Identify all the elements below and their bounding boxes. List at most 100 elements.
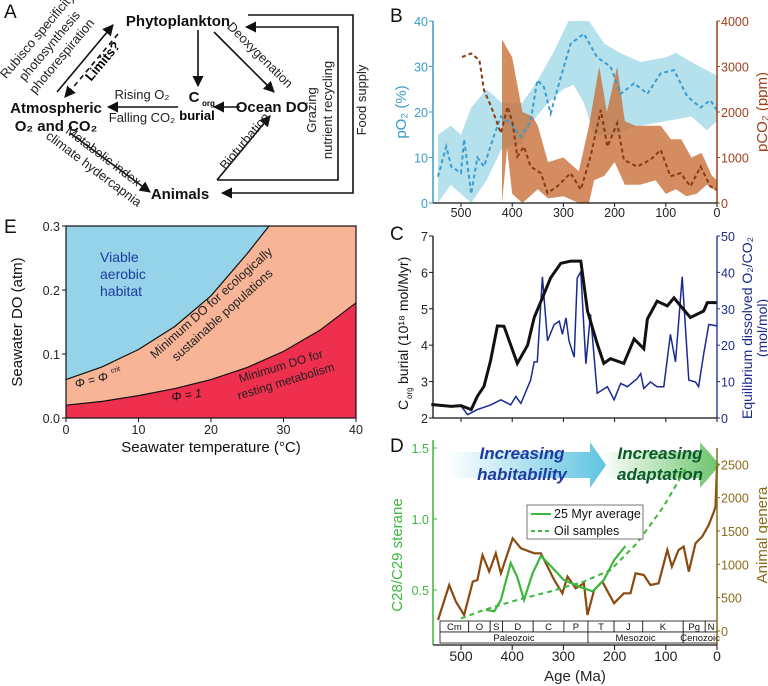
era-label: Cenozoic <box>680 633 720 644</box>
o2-co2-ratio-line <box>460 269 718 416</box>
b-right-tick-label: 3000 <box>721 61 749 75</box>
arrow-phyto-to-ocean <box>213 31 275 93</box>
d-right-tick-label: 2000 <box>721 492 749 506</box>
svg-text:burial (10¹⁸ mol/Myr): burial (10¹⁸ mol/Myr) <box>395 257 411 384</box>
legend-box <box>526 504 644 540</box>
d-right-tick-label: 0 <box>721 625 728 639</box>
arrow-animals-to-ocean <box>216 115 271 181</box>
d-right-tick-label: 2500 <box>721 458 749 472</box>
arrow-grazing-loop <box>217 21 339 181</box>
pco2-line <box>461 52 718 195</box>
d-x-tick-label: 400 <box>501 648 525 664</box>
panel-label-e: E <box>4 217 17 238</box>
arrow-atm-to-animals <box>69 132 151 193</box>
panel-label-b: B <box>390 6 403 27</box>
curve-phi-1 <box>65 302 357 406</box>
d-right-tick-label: 1000 <box>721 558 749 572</box>
node-corg: C <box>189 89 200 106</box>
panel-label-a: A <box>4 2 17 23</box>
d-right-axis-title: Animal genera <box>754 486 768 583</box>
e-y-tick-label: 0.1 <box>43 348 60 362</box>
period-label: Pg <box>688 622 700 633</box>
period-label: T <box>598 622 604 633</box>
b-x-tick-label: 200 <box>604 206 625 220</box>
c-right-tick-label: 10 <box>721 376 735 390</box>
adaptation-arrow <box>606 442 720 488</box>
c-left-tick-label: 5 <box>421 303 428 317</box>
food-supply-label: Food supply <box>354 64 369 135</box>
d-right-tick-label: 500 <box>721 592 742 606</box>
d-x-tick-label: 200 <box>603 648 627 664</box>
panel-label-c: C <box>390 224 404 245</box>
node-corg-subscript: org <box>202 99 215 108</box>
e-x-axis-title: Seawater temperature (°C) <box>121 439 300 456</box>
limits-label: Limits? <box>82 39 123 84</box>
b-left-tick-label: 40 <box>414 15 428 29</box>
d-left-tick-label: 1.0 <box>412 513 429 527</box>
b-x-tick-label: 500 <box>451 206 472 220</box>
po2-uncertainty-band <box>438 21 717 203</box>
arrow-atm-to-phyto <box>56 24 114 93</box>
period-label: O <box>476 622 483 633</box>
era-label: Paleozoic <box>493 633 534 644</box>
b-right-tick-label: 1000 <box>721 152 749 166</box>
phi-1-label: Φ = 1 <box>170 386 202 404</box>
e-x-tick-label: 40 <box>349 423 363 437</box>
region-viable-habitat <box>66 226 269 380</box>
habitability-arrow <box>447 442 606 488</box>
curve-phi-crit <box>65 225 270 381</box>
deoxygenation-label: Deoxygenation <box>224 19 296 91</box>
b-x-tick-label: 0 <box>714 206 721 220</box>
panel-label-d: D <box>390 436 404 457</box>
arrow-text-line2: adaptation <box>617 465 703 484</box>
arrow-text-line1: Increasing <box>617 444 703 463</box>
legend-label: Oil samples <box>554 524 619 538</box>
c-right-tick-label: 40 <box>721 266 735 280</box>
d-right-tick-label: 1500 <box>721 525 749 539</box>
c-left-tick-label: 6 <box>421 266 428 280</box>
b-left-tick-label: 30 <box>414 61 428 75</box>
d-left-tick-label: 1.5 <box>412 442 429 456</box>
era-label: Mesozoic <box>616 633 656 644</box>
c-right-tick-label: 0 <box>721 412 728 426</box>
animal-genera-line <box>436 466 719 621</box>
corg-burial-line <box>431 259 717 412</box>
viable-habitat-label: habitat <box>100 283 142 299</box>
period-label: D <box>514 622 521 633</box>
d-legend: 25 Myr average Oil samples <box>526 504 644 540</box>
arrow-text-line1: Increasing <box>479 444 565 463</box>
b-right-tick-label: 2000 <box>721 106 749 120</box>
arrow-food-supply-loop <box>220 14 354 199</box>
b-left-axis-title: pO₂ (%) <box>393 85 410 138</box>
grazing-label: Grazing nutrient recycling <box>304 61 335 159</box>
d-x-tick-label: 500 <box>449 648 473 664</box>
b-left-tick-label: 0 <box>421 197 428 211</box>
arrow-text-line2: habitability <box>477 465 568 484</box>
bioturbation-label: Bioturbation <box>217 110 273 173</box>
period-label: Cm <box>447 622 462 633</box>
phi-crit-superscript: crit <box>110 366 121 375</box>
svg-text:nutrient recycling: nutrient recycling <box>320 61 335 159</box>
d-x-tick-label: 0 <box>713 648 721 664</box>
b-x-tick-label: 400 <box>502 206 523 220</box>
viable-habitat-label: aerobic <box>100 266 146 282</box>
arrow-limits-dashed <box>64 33 119 98</box>
d-x-axis-title: Age (Ma) <box>544 668 606 685</box>
rising-o2-label: Rising O₂ <box>115 87 170 102</box>
panel-a-diagram: A Phytoplankton Atmospheric O₂ and CO₂ C… <box>0 0 369 210</box>
b-x-tick-label: 300 <box>553 206 574 220</box>
c-right-axis-title-units: (mol/mol) <box>754 299 768 357</box>
d-left-tick-label: 0.5 <box>412 584 429 598</box>
viable-habitat-label: Viable <box>100 249 139 265</box>
sterane-25myr-line <box>485 545 627 613</box>
e-y-tick-label: 0.0 <box>43 412 60 426</box>
legend-label: 25 Myr average <box>554 507 641 521</box>
b-left-tick-label: 10 <box>414 152 428 166</box>
d-x-tick-label: 300 <box>552 648 576 664</box>
c-right-tick-label: 30 <box>721 303 735 317</box>
e-y-tick-label: 0.2 <box>43 284 60 298</box>
node-ocean-do: Ocean DO <box>236 99 309 116</box>
